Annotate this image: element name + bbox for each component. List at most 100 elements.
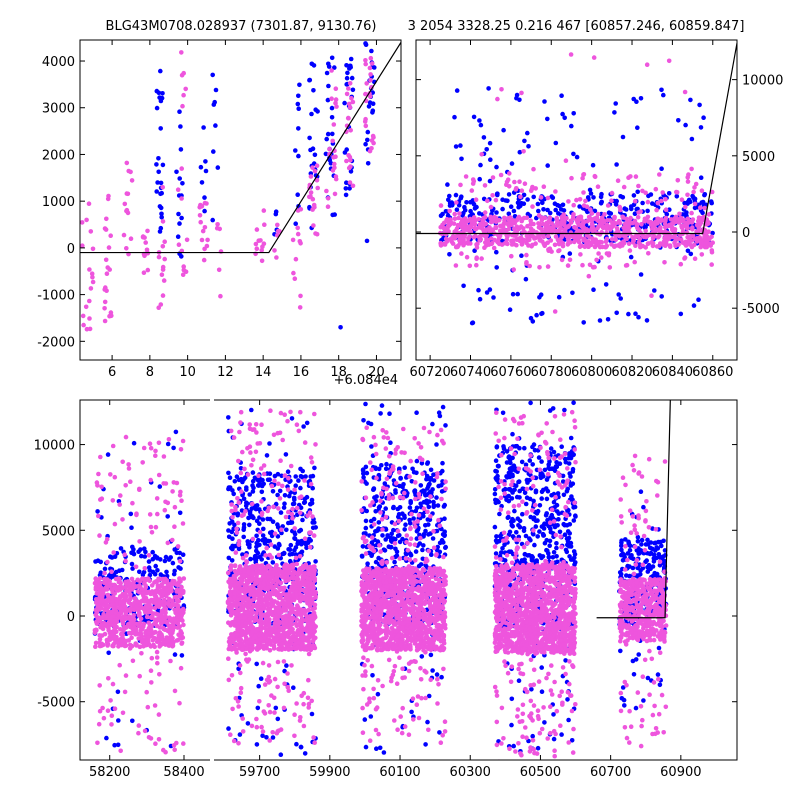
data-point: [567, 554, 572, 559]
data-point: [112, 743, 117, 748]
data-point: [519, 91, 524, 96]
data-point: [200, 180, 205, 185]
data-point: [430, 668, 435, 673]
data-point: [246, 721, 251, 726]
zoom-chart-title: BLG43M0708.028937 (7301.87, 9130.76): [106, 19, 377, 34]
data-point: [148, 568, 153, 573]
data-point: [669, 235, 674, 240]
data-point: [520, 242, 525, 247]
data-point: [495, 445, 500, 450]
data-point: [634, 706, 639, 711]
data-point: [217, 268, 222, 273]
data-point: [369, 56, 374, 61]
data-point: [704, 241, 709, 246]
data-point: [458, 183, 463, 188]
data-point: [568, 522, 573, 527]
data-point: [98, 455, 103, 460]
data-point: [652, 541, 657, 546]
data-point: [459, 194, 464, 199]
data-point: [168, 659, 173, 664]
data-point: [407, 518, 412, 523]
data-point: [509, 239, 514, 244]
data-point: [332, 212, 337, 217]
data-point: [351, 88, 356, 93]
data-point: [546, 234, 551, 239]
data-point: [178, 559, 183, 564]
data-point: [616, 292, 621, 297]
y-tick-label: 0: [742, 226, 750, 241]
data-point: [309, 174, 314, 179]
data-point: [432, 503, 437, 508]
data-point: [172, 547, 177, 552]
data-point: [499, 173, 504, 178]
data-point: [604, 231, 609, 236]
data-point: [364, 465, 369, 470]
zoom-model-line: [80, 42, 401, 252]
data-point: [692, 303, 697, 308]
data-point: [161, 748, 166, 753]
data-point: [311, 526, 316, 531]
data-point: [366, 130, 371, 135]
data-point: [494, 250, 499, 255]
data-point: [635, 125, 640, 130]
data-point: [204, 169, 209, 174]
data-point: [690, 245, 695, 250]
data-point: [599, 192, 604, 197]
data-point: [250, 483, 255, 488]
data-point: [181, 439, 186, 444]
data-point: [695, 236, 700, 241]
data-point: [364, 124, 369, 129]
data-point: [486, 240, 491, 245]
data-point: [180, 181, 185, 186]
data-point: [231, 492, 236, 497]
data-point: [454, 144, 459, 149]
data-point: [297, 83, 302, 88]
data-point: [571, 212, 576, 217]
data-point: [106, 452, 111, 457]
data-point: [172, 572, 177, 577]
data-point: [512, 227, 517, 232]
data-point: [472, 115, 477, 120]
data-point: [514, 187, 519, 192]
data-point: [97, 683, 102, 688]
data-point: [555, 503, 560, 508]
data-point: [361, 468, 366, 473]
data-point: [274, 255, 279, 260]
data-point: [176, 234, 181, 239]
y-tick-label: 1000: [42, 195, 75, 210]
data-point: [618, 208, 623, 213]
data-point: [573, 505, 578, 510]
data-point: [120, 517, 125, 522]
data-point: [539, 195, 544, 200]
data-point: [586, 228, 591, 233]
zoom-points: [80, 41, 401, 331]
data-point: [447, 194, 452, 199]
data-point: [147, 559, 152, 564]
data-point: [129, 512, 134, 517]
data-point: [364, 745, 369, 750]
data-point: [542, 184, 547, 189]
data-point: [113, 706, 118, 711]
data-point: [609, 198, 614, 203]
data-point: [370, 673, 375, 678]
data-point: [693, 206, 698, 211]
data-point: [468, 264, 473, 269]
data-point: [439, 213, 444, 218]
data-point: [256, 238, 261, 243]
data-point: [309, 190, 314, 195]
data-point: [677, 212, 682, 217]
data-point: [302, 501, 307, 506]
data-point: [315, 163, 320, 168]
data-point: [524, 253, 529, 258]
data-point: [123, 202, 128, 207]
data-point: [554, 541, 559, 546]
data-point: [452, 115, 457, 120]
data-point: [696, 219, 701, 224]
data-point: [309, 112, 314, 117]
data-point: [426, 460, 431, 465]
data-point: [508, 307, 513, 312]
data-point: [158, 484, 163, 489]
data-point: [546, 264, 551, 269]
data-point: [388, 545, 393, 550]
data-point: [539, 496, 544, 501]
